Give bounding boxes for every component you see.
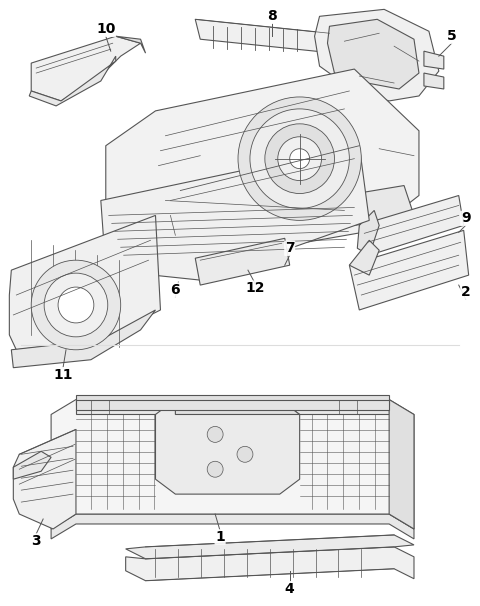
Polygon shape: [314, 9, 439, 101]
Polygon shape: [29, 56, 116, 106]
Polygon shape: [195, 238, 290, 285]
Polygon shape: [13, 451, 51, 479]
Text: 8: 8: [267, 9, 276, 23]
Circle shape: [238, 97, 361, 221]
Polygon shape: [195, 19, 335, 53]
Circle shape: [31, 260, 120, 350]
Text: 4: 4: [285, 582, 295, 596]
Polygon shape: [31, 36, 141, 101]
Text: 3: 3: [31, 534, 41, 548]
Text: 12: 12: [245, 281, 264, 295]
Polygon shape: [76, 399, 389, 415]
Polygon shape: [156, 399, 300, 494]
Text: 2: 2: [461, 285, 470, 299]
Text: 6: 6: [170, 283, 180, 297]
Polygon shape: [349, 241, 379, 275]
Polygon shape: [51, 514, 414, 539]
Polygon shape: [76, 395, 389, 405]
Polygon shape: [101, 145, 369, 280]
Polygon shape: [389, 399, 414, 529]
Circle shape: [265, 124, 335, 193]
Circle shape: [237, 447, 253, 462]
Polygon shape: [9, 215, 160, 350]
Polygon shape: [116, 36, 145, 53]
Polygon shape: [126, 535, 414, 559]
Polygon shape: [175, 399, 300, 415]
Circle shape: [250, 109, 349, 208]
Polygon shape: [126, 547, 414, 581]
Polygon shape: [327, 19, 419, 89]
Polygon shape: [13, 430, 76, 529]
Text: 11: 11: [53, 368, 73, 382]
Polygon shape: [424, 73, 444, 89]
Text: 9: 9: [461, 211, 470, 225]
Polygon shape: [76, 399, 389, 410]
Circle shape: [207, 427, 223, 442]
Circle shape: [290, 148, 310, 168]
Polygon shape: [424, 51, 444, 69]
Text: 1: 1: [215, 530, 225, 544]
Text: 7: 7: [285, 241, 295, 255]
Polygon shape: [106, 69, 419, 265]
Circle shape: [44, 273, 108, 337]
Circle shape: [207, 461, 223, 477]
Polygon shape: [360, 196, 464, 255]
Circle shape: [278, 137, 322, 181]
Text: 5: 5: [447, 29, 456, 43]
Polygon shape: [344, 185, 414, 225]
Polygon shape: [12, 310, 156, 368]
Text: 10: 10: [96, 22, 116, 36]
Circle shape: [58, 287, 94, 323]
Polygon shape: [51, 399, 414, 529]
Polygon shape: [349, 230, 468, 310]
Polygon shape: [357, 210, 379, 255]
